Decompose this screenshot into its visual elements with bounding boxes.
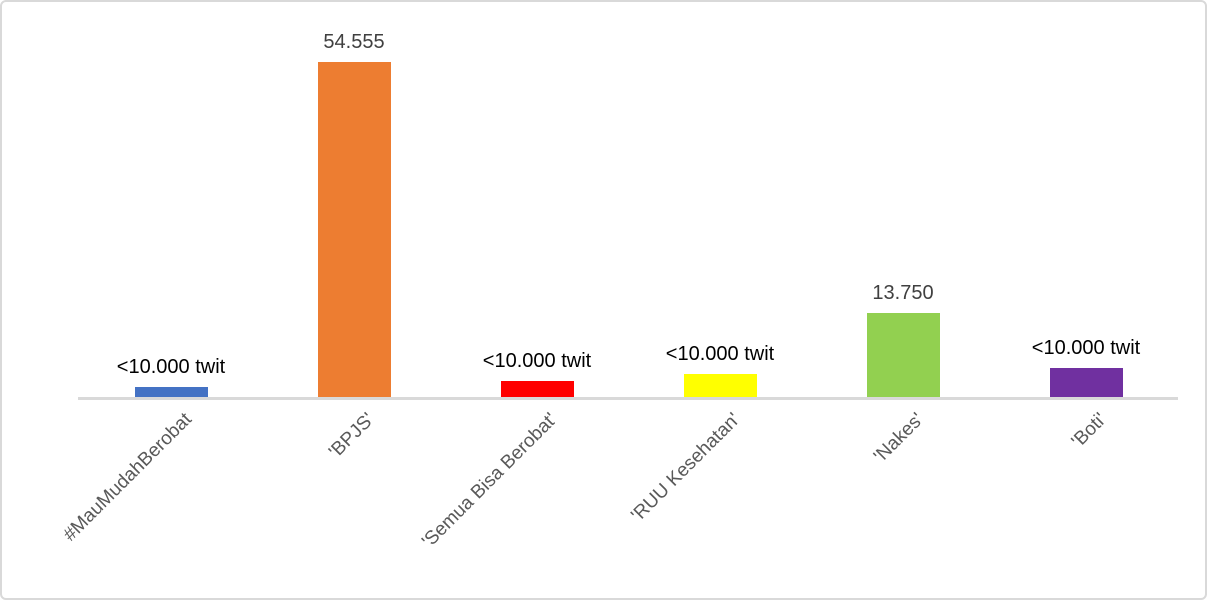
bar-6	[1049, 368, 1123, 398]
category-label-6: 'Boti'	[1067, 409, 1111, 453]
bar-3	[500, 381, 574, 398]
x-axis-line	[78, 397, 1178, 400]
data-label-5: 13.750	[872, 282, 934, 304]
data-label-2: 54.555	[323, 31, 385, 53]
bar-4	[683, 374, 757, 398]
bar-2	[317, 62, 391, 398]
category-label-1: #MauMudahBerobat	[59, 409, 196, 546]
category-label-5: 'Nakes'	[869, 409, 928, 468]
bar-5	[866, 313, 940, 398]
data-label-3: <10.000 twit	[482, 350, 592, 372]
category-label-3: 'Semua Bisa Berobat'	[418, 409, 562, 553]
data-label-6: <10.000 twit	[1031, 337, 1141, 359]
bar-1	[134, 387, 208, 398]
data-label-4: <10.000 twit	[665, 343, 775, 365]
category-label-4: 'RUU Kesehatan'	[627, 409, 745, 527]
category-label-2: 'BPJS'	[325, 409, 379, 463]
data-label-1: <10.000 twit	[116, 356, 226, 378]
